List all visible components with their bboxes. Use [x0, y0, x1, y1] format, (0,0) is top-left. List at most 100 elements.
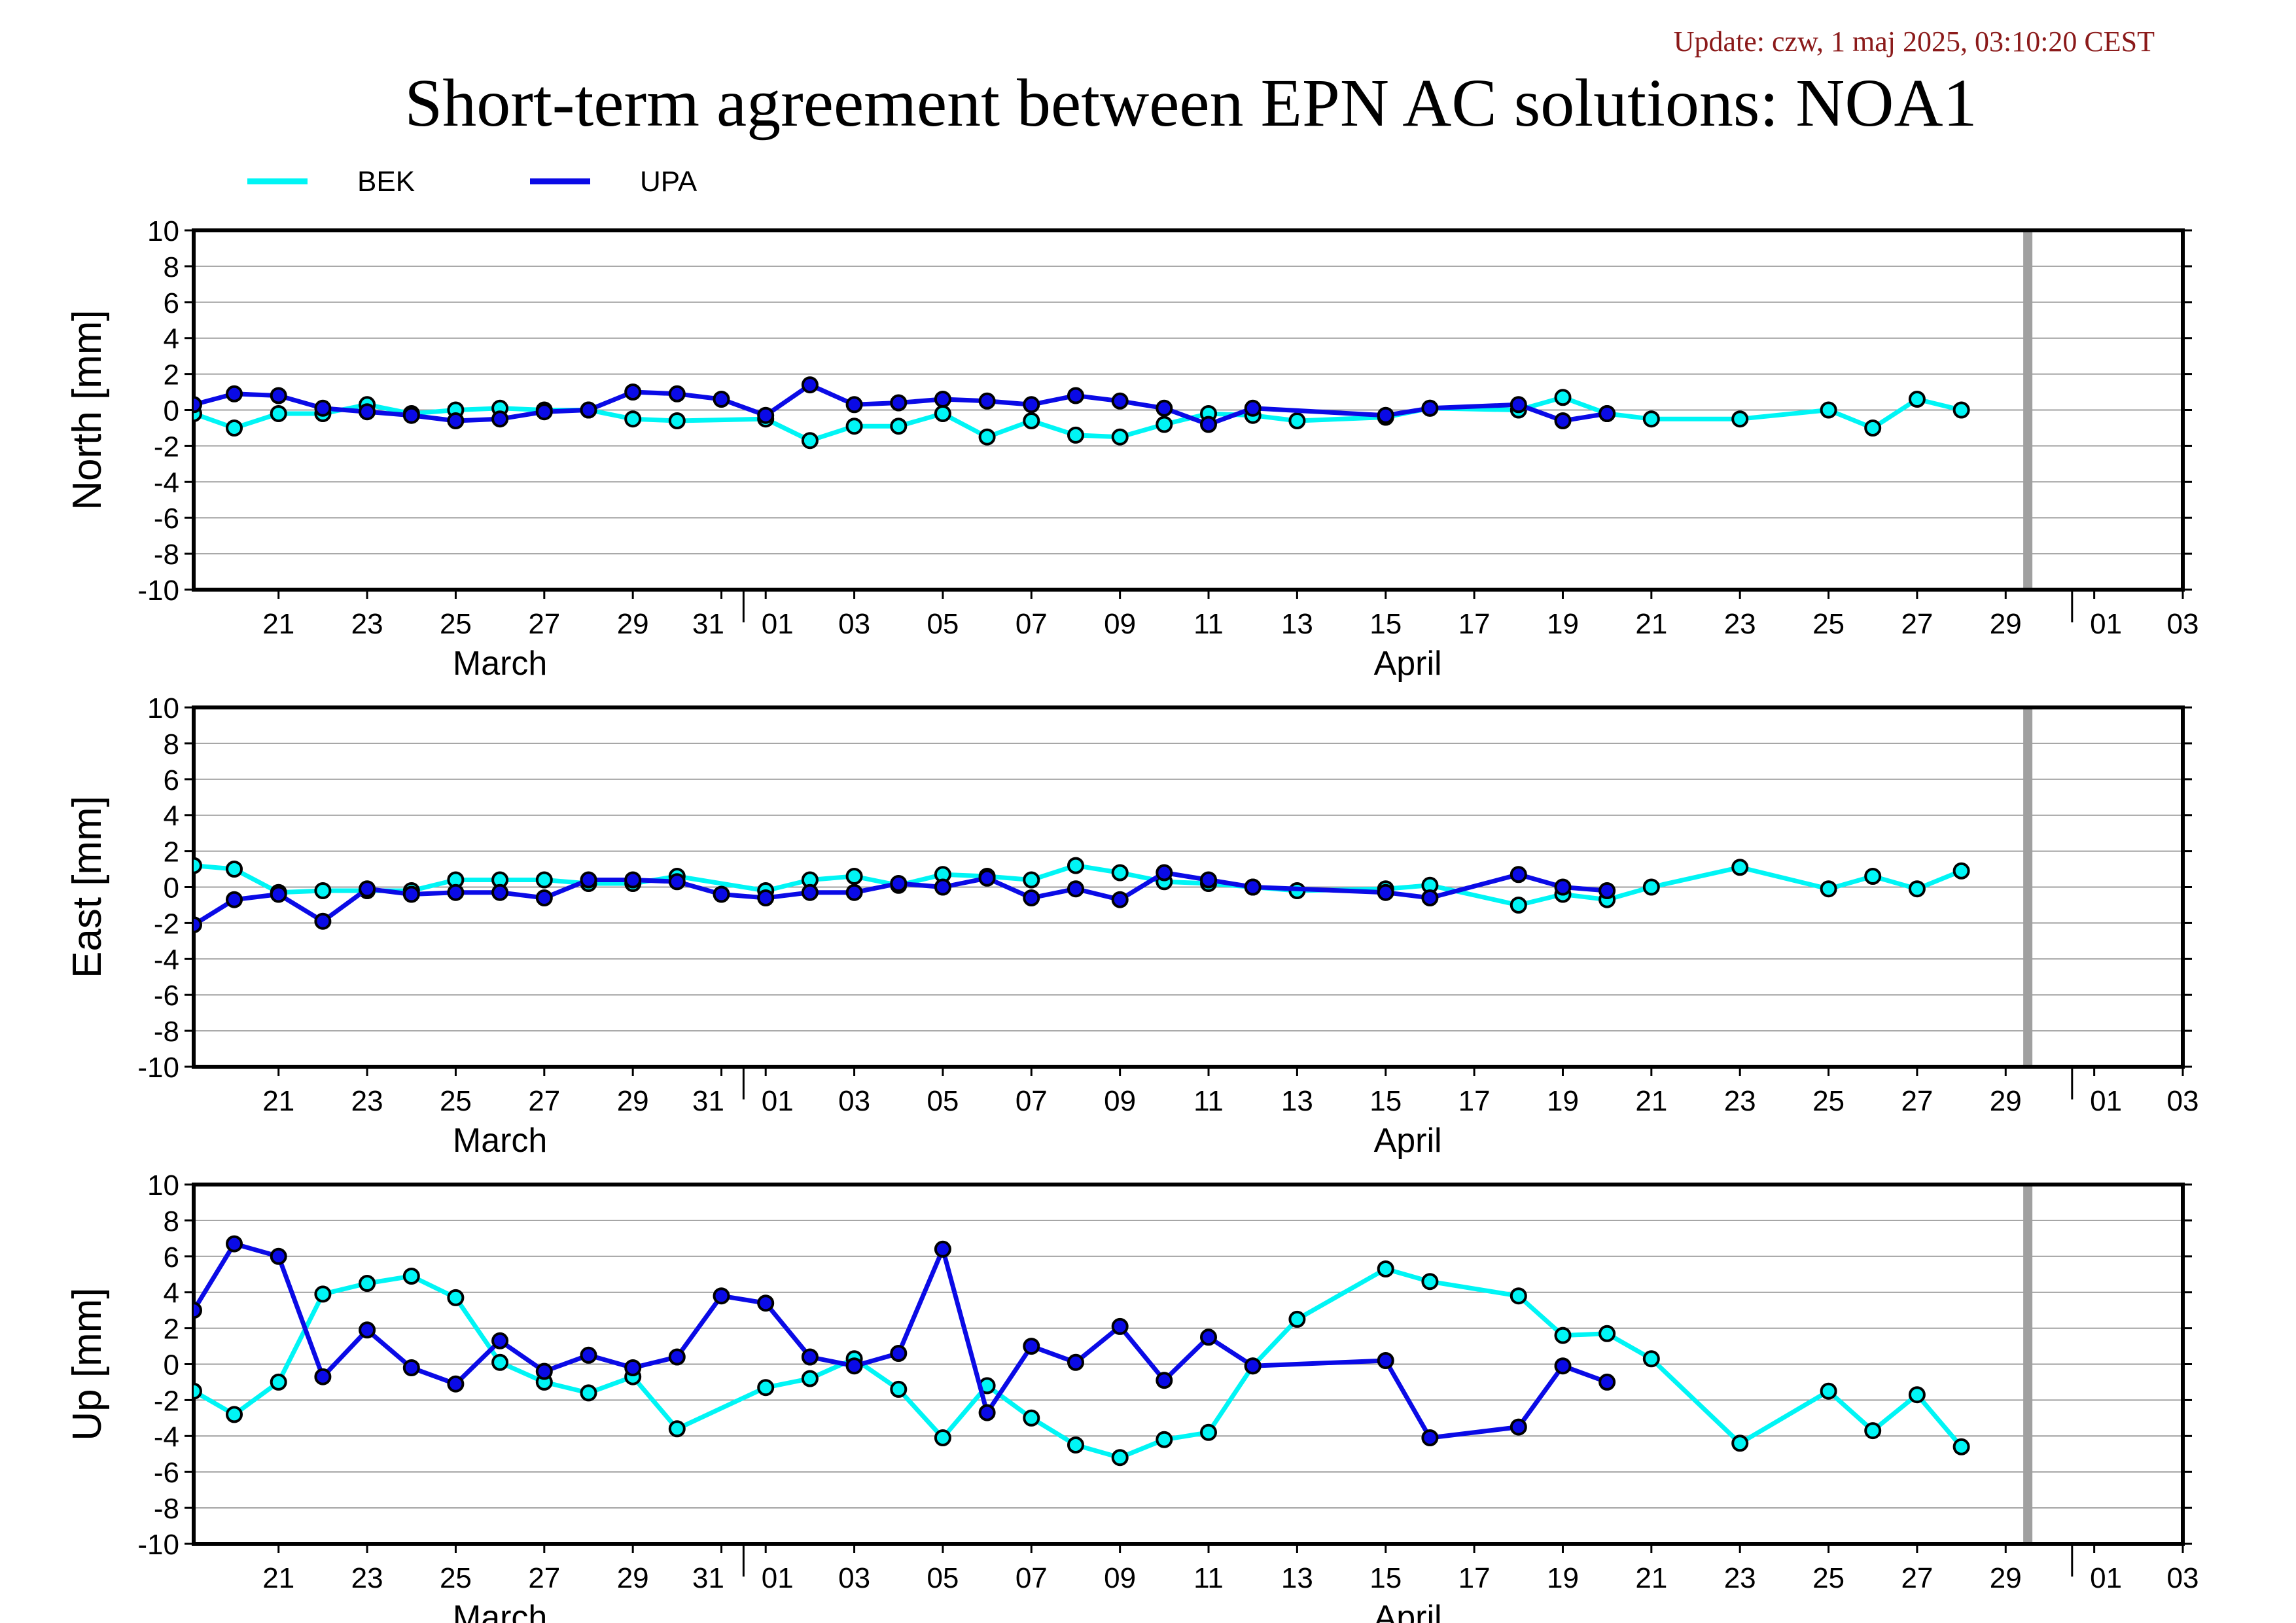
y-tick-label: 6: [164, 764, 179, 796]
series-upa: [194, 864, 1616, 934]
data-point-bek: [491, 1353, 509, 1371]
data-point-bek: [668, 1420, 686, 1438]
data-point-upa: [801, 1348, 819, 1366]
data-point-bek: [1288, 412, 1306, 429]
x-tick-label: 23: [1724, 1085, 1756, 1117]
data-point-upa: [1554, 412, 1572, 429]
x-tick-label: 29: [617, 608, 649, 640]
data-point-upa: [1510, 866, 1527, 883]
data-point-upa: [1554, 878, 1572, 896]
data-point-upa: [314, 399, 332, 417]
data-point-upa: [713, 885, 730, 903]
data-point-upa: [314, 912, 332, 930]
x-tick-label: 21: [262, 1562, 294, 1594]
x-tick-label: 25: [1812, 1562, 1845, 1594]
data-point-upa: [1421, 399, 1439, 417]
data-point-upa: [194, 396, 202, 414]
data-point-bek: [845, 868, 863, 885]
data-point-bek: [1820, 401, 1837, 419]
x-tick-label: 25: [440, 1085, 472, 1117]
x-tick-label: 29: [1990, 1085, 2022, 1117]
x-tick-label: 23: [351, 608, 383, 640]
data-point-upa: [801, 376, 819, 394]
data-point-bek: [1067, 1436, 1084, 1454]
x-tick-label: 19: [1547, 1085, 1579, 1117]
data-point-upa: [580, 871, 597, 889]
x-tick-label: 21: [262, 1085, 294, 1117]
data-point-upa: [402, 1359, 420, 1376]
series-line-upa: [194, 1241, 1608, 1440]
data-point-bek: [1642, 878, 1660, 896]
data-point-upa: [535, 889, 553, 906]
data-point-bek: [226, 861, 243, 878]
x-tick-label: 23: [351, 1085, 383, 1117]
data-point-upa: [1156, 399, 1173, 417]
x-tick-label: 07: [1016, 1562, 1048, 1594]
data-point-upa: [624, 871, 642, 889]
y-tick-label: -2: [154, 1385, 179, 1417]
data-point-upa: [194, 1302, 202, 1319]
y-tick-label: 10: [147, 1169, 179, 1202]
page-title: Short-term agreement between EPN AC solu…: [404, 65, 1977, 141]
y-tick-label: 4: [164, 323, 179, 355]
data-point-bek: [1952, 1438, 1970, 1455]
legend-label-upa: UPA: [640, 166, 698, 198]
data-point-upa: [668, 873, 686, 891]
data-point-bek: [1864, 419, 1882, 437]
x-tick-label: 23: [351, 1562, 383, 1594]
data-point-bek: [1598, 1325, 1616, 1342]
x-tick-label: 11: [1193, 608, 1224, 640]
data-point-bek: [226, 1406, 243, 1423]
series-upa: [194, 1235, 1616, 1446]
plot-frame: [192, 1183, 2185, 1546]
data-point-bek: [1952, 401, 1970, 419]
data-point-bek: [1200, 1423, 1217, 1441]
data-point-upa: [447, 1375, 465, 1393]
series-bek: [194, 1260, 1970, 1467]
y-tick-label: -8: [154, 1016, 179, 1048]
data-point-bek: [1820, 880, 1837, 898]
data-point-upa: [226, 891, 243, 908]
x-tick-label: 29: [617, 1085, 649, 1117]
data-point-bek: [1642, 410, 1660, 428]
data-point-upa: [1111, 891, 1129, 908]
data-point-upa: [1067, 1353, 1084, 1371]
x-tick-label: 27: [528, 1085, 560, 1117]
x-tick-label: 01: [2090, 608, 2122, 640]
x-tick-label: 11: [1193, 1562, 1224, 1594]
data-point-upa: [491, 1332, 509, 1349]
data-point-bek: [1421, 1273, 1439, 1291]
x-tick-label: 27: [1901, 1085, 1933, 1117]
data-point-upa: [1023, 1338, 1040, 1355]
x-tick-label: 03: [838, 1562, 870, 1594]
data-point-bek: [1156, 1431, 1173, 1448]
data-point-upa: [1554, 1357, 1572, 1375]
data-point-upa: [226, 1235, 243, 1253]
month-label-march: March: [453, 1599, 547, 1623]
current-day-marker: [2023, 230, 2033, 590]
data-point-bek: [978, 428, 996, 446]
data-point-upa: [270, 885, 287, 903]
data-point-bek: [314, 1285, 332, 1303]
data-point-upa: [624, 383, 642, 401]
data-point-upa: [845, 1357, 863, 1375]
data-point-upa: [580, 401, 597, 419]
x-tick-label: 11: [1193, 1085, 1224, 1117]
data-point-bek: [314, 882, 332, 899]
y-tick-label: 6: [164, 1241, 179, 1274]
data-point-bek: [1731, 1435, 1749, 1452]
data-point-upa: [1377, 883, 1394, 901]
x-tick-label: 13: [1281, 608, 1313, 640]
data-point-bek: [1156, 416, 1173, 433]
x-tick-label: 03: [2167, 1562, 2199, 1594]
x-tick-label: 25: [1812, 1085, 1845, 1117]
y-tick-label: 6: [164, 287, 179, 319]
data-point-upa: [1023, 396, 1040, 414]
data-point-bek: [1510, 1287, 1527, 1305]
data-point-bek: [194, 1382, 202, 1400]
data-point-upa: [934, 391, 951, 408]
data-point-bek: [1554, 1327, 1572, 1344]
x-tick-label: 01: [2090, 1562, 2122, 1594]
x-tick-label: 23: [1724, 1562, 1756, 1594]
